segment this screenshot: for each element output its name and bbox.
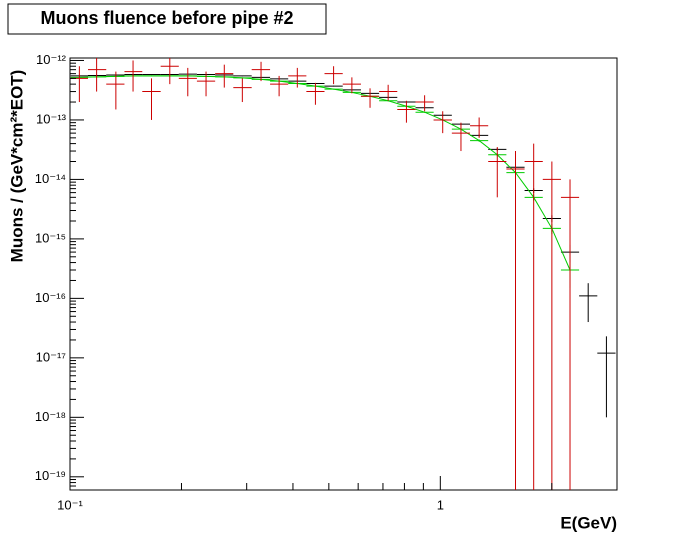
y-tick-label: 10⁻¹⁹ bbox=[35, 468, 66, 483]
y-tick-label: 10⁻¹⁵ bbox=[35, 230, 66, 245]
y-tick-label: 10⁻¹⁶ bbox=[35, 290, 66, 305]
plot-area bbox=[70, 58, 616, 490]
x-tick-label: 1 bbox=[437, 497, 444, 512]
y-axis-label: Muons / (GeV*cm²*EOT) bbox=[7, 70, 26, 263]
y-tick-label: 10⁻¹⁴ bbox=[35, 171, 66, 186]
plot-frame bbox=[69, 57, 618, 491]
title-box bbox=[7, 3, 327, 35]
x-axis-label: E(GeV) bbox=[560, 513, 617, 532]
x-tick-label: 10⁻¹ bbox=[57, 497, 83, 512]
y-tick-label: 10⁻¹⁷ bbox=[36, 349, 67, 364]
chart-title: Muons fluence before pipe #2 bbox=[40, 8, 293, 28]
y-tick-label: 10⁻¹³ bbox=[36, 111, 67, 126]
y-tick-label: 10⁻¹² bbox=[36, 52, 67, 67]
y-tick-label: 10⁻¹⁸ bbox=[35, 409, 66, 424]
